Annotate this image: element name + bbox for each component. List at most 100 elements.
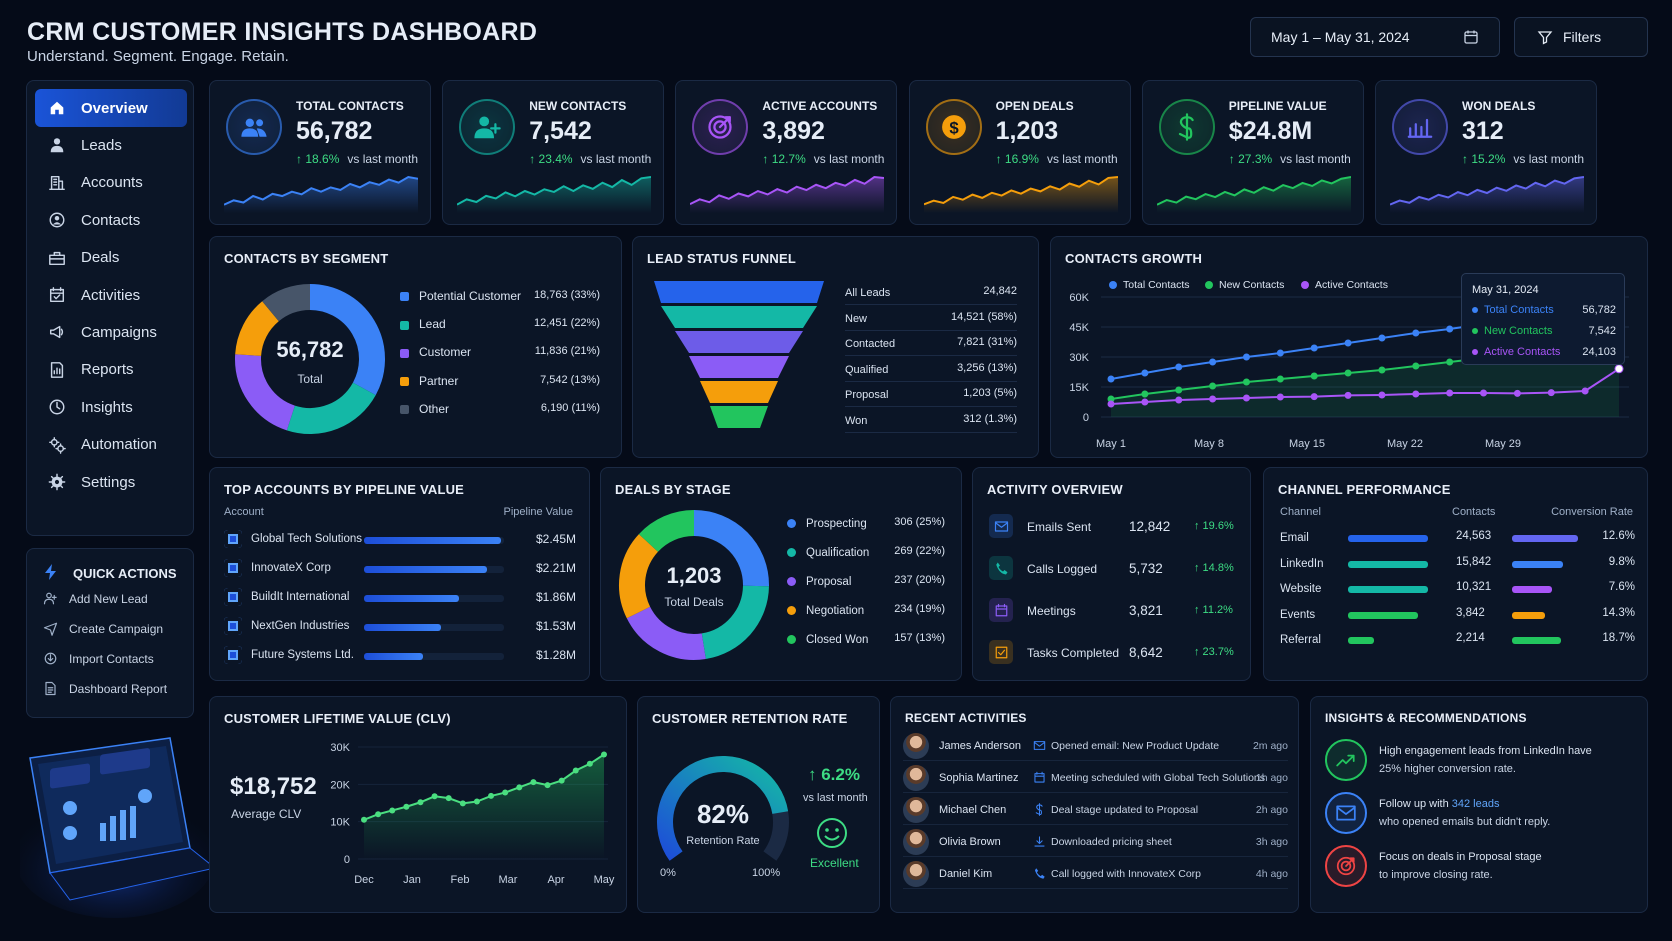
clv-point[interactable]: [473, 798, 480, 805]
series-point[interactable]: [1344, 339, 1352, 347]
kpi-card-pipeline-value[interactable]: PIPELINE VALUE $24.8M ↑ 27.3% vs last month: [1141, 80, 1364, 225]
segment-slice-customer[interactable]: [235, 354, 296, 431]
channel-row-events[interactable]: Events 3,842 14.3%: [1280, 607, 1635, 625]
account-row[interactable]: BuildIt International $1.86M: [224, 588, 576, 608]
series-point[interactable]: [1310, 372, 1318, 380]
series-point[interactable]: [1344, 369, 1352, 377]
sidebar-item-campaigns[interactable]: Campaigns: [35, 313, 187, 351]
series-point[interactable]: [1344, 391, 1352, 399]
series-point[interactable]: [1276, 393, 1284, 401]
clv-point[interactable]: [586, 760, 593, 767]
sidebar-item-contacts[interactable]: Contacts: [35, 201, 187, 239]
clv-point[interactable]: [431, 793, 438, 800]
series-point[interactable]: [1547, 389, 1555, 397]
recent-activity-row[interactable]: Olivia Brown Downloaded pricing sheet 3h a…: [903, 829, 1288, 857]
clv-point[interactable]: [572, 767, 579, 774]
recent-activity-row[interactable]: Sophia Martinez Meeting scheduled with Gl…: [903, 765, 1288, 793]
clv-point[interactable]: [445, 795, 452, 802]
series-point[interactable]: [1175, 363, 1183, 371]
clv-point[interactable]: [389, 807, 396, 814]
series-point[interactable]: [1310, 344, 1318, 352]
funnel-stage-all-leads[interactable]: [654, 281, 824, 303]
account-row[interactable]: NextGen Industries $1.53M: [224, 617, 576, 637]
deals-slice-negotiation[interactable]: [619, 534, 659, 619]
series-point[interactable]: [1412, 390, 1420, 398]
clv-point[interactable]: [459, 800, 466, 807]
series-point[interactable]: [1175, 386, 1183, 394]
activity-row-calls-logged[interactable]: Calls Logged 5,732 ↑ 14.8%: [989, 556, 1239, 582]
insight-item[interactable]: High engagement leads from LinkedIn have…: [1325, 739, 1635, 785]
kpi-card-new-contacts[interactable]: NEW CONTACTS 7,542 ↑ 23.4% vs last month: [442, 80, 665, 225]
series-point[interactable]: [1446, 389, 1454, 397]
series-point[interactable]: [1209, 358, 1217, 366]
series-point[interactable]: [1276, 375, 1284, 383]
quick-action-create-campaign[interactable]: Create Campaign: [43, 621, 163, 637]
segment-slice-partner[interactable]: [235, 301, 280, 357]
deals-slice-proposal[interactable]: [626, 606, 706, 660]
sidebar-item-automation[interactable]: Automation: [35, 426, 187, 464]
segment-slice-other[interactable]: [262, 284, 311, 322]
series-point[interactable]: [1175, 396, 1183, 404]
deals-slice-closed-won[interactable]: [638, 510, 695, 553]
clv-point[interactable]: [516, 784, 523, 791]
clv-point[interactable]: [417, 799, 424, 806]
insight-item[interactable]: Follow up with 342 leads who opened email…: [1325, 792, 1635, 838]
kpi-card-won-deals[interactable]: WON DEALS 312 ↑ 15.2% vs last month: [1375, 80, 1597, 225]
series-point[interactable]: [1446, 325, 1454, 333]
series-point[interactable]: [1378, 391, 1386, 399]
date-range-picker[interactable]: May 1 – May 31, 2024: [1250, 17, 1500, 57]
clv-point[interactable]: [530, 779, 537, 786]
series-point[interactable]: [1141, 398, 1149, 406]
activity-row-emails-sent[interactable]: Emails Sent 12,842 ↑ 19.6%: [989, 514, 1239, 540]
clv-point[interactable]: [403, 803, 410, 810]
insight-link[interactable]: 342 leads: [1451, 798, 1500, 810]
sidebar-item-activities[interactable]: Activities: [35, 276, 187, 314]
sidebar-item-reports[interactable]: Reports: [35, 351, 187, 389]
kpi-card-open-deals[interactable]: $ OPEN DEALS 1,203 ↑ 16.9% vs last month: [908, 80, 1131, 225]
series-point[interactable]: [1209, 395, 1217, 403]
clv-point[interactable]: [544, 782, 551, 789]
channel-row-referral[interactable]: Referral 2,214 18.7%: [1280, 632, 1635, 650]
quick-action-import-contacts[interactable]: Import Contacts: [43, 651, 154, 667]
series-point[interactable]: [1310, 393, 1318, 401]
series-point[interactable]: [1242, 353, 1250, 361]
series-point[interactable]: [1378, 366, 1386, 374]
channel-row-website[interactable]: Website 10,321 7.6%: [1280, 581, 1635, 599]
series-point[interactable]: [1209, 382, 1217, 390]
funnel-stage-qualified[interactable]: [689, 356, 789, 378]
series-point[interactable]: [1242, 394, 1250, 402]
kpi-card-active-accounts[interactable]: ACTIVE ACCOUNTS 3,892 ↑ 12.7% vs last month: [675, 80, 898, 225]
series-point[interactable]: [1107, 375, 1115, 383]
clv-point[interactable]: [558, 777, 565, 784]
clv-point[interactable]: [488, 792, 495, 799]
series-point[interactable]: [1412, 329, 1420, 337]
series-point[interactable]: [1480, 389, 1488, 397]
sidebar-item-overview[interactable]: Overview: [35, 89, 187, 127]
channel-row-email[interactable]: Email 24,563 12.6%: [1280, 530, 1635, 548]
series-point[interactable]: [1242, 378, 1250, 386]
recent-activity-row[interactable]: Daniel Kim Call logged with InnovateX Cor…: [903, 861, 1288, 889]
series-point[interactable]: [1141, 369, 1149, 377]
series-point[interactable]: [1378, 334, 1386, 342]
insight-item[interactable]: Focus on deals in Proposal stage to impro…: [1325, 845, 1635, 891]
deals-slice-qualification[interactable]: [701, 585, 769, 660]
account-row[interactable]: Future Systems Ltd. $1.28M: [224, 646, 576, 666]
series-point[interactable]: [1276, 349, 1284, 357]
series-point[interactable]: [1513, 389, 1521, 397]
sidebar-item-accounts[interactable]: Accounts: [35, 164, 187, 202]
channel-row-linkedin[interactable]: LinkedIn 15,842 9.8%: [1280, 556, 1635, 574]
quick-action-dashboard-report[interactable]: Dashboard Report: [43, 681, 167, 697]
sidebar-item-insights[interactable]: Insights: [35, 388, 187, 426]
account-row[interactable]: InnovateX Corp $2.21M: [224, 559, 576, 579]
sidebar-item-deals[interactable]: Deals: [35, 239, 187, 277]
series-point[interactable]: [1614, 364, 1624, 374]
series-point[interactable]: [1446, 358, 1454, 366]
recent-activity-row[interactable]: James Anderson Opened email: New Product …: [903, 733, 1288, 761]
funnel-stage-new[interactable]: [661, 306, 817, 328]
funnel-stage-proposal[interactable]: [700, 381, 778, 403]
activity-row-meetings[interactable]: Meetings 3,821 ↑ 11.2%: [989, 598, 1239, 624]
filters-button[interactable]: Filters: [1514, 17, 1648, 57]
deals-slice-prospecting[interactable]: [693, 510, 769, 587]
clv-point[interactable]: [361, 816, 367, 823]
clv-point[interactable]: [375, 811, 382, 818]
